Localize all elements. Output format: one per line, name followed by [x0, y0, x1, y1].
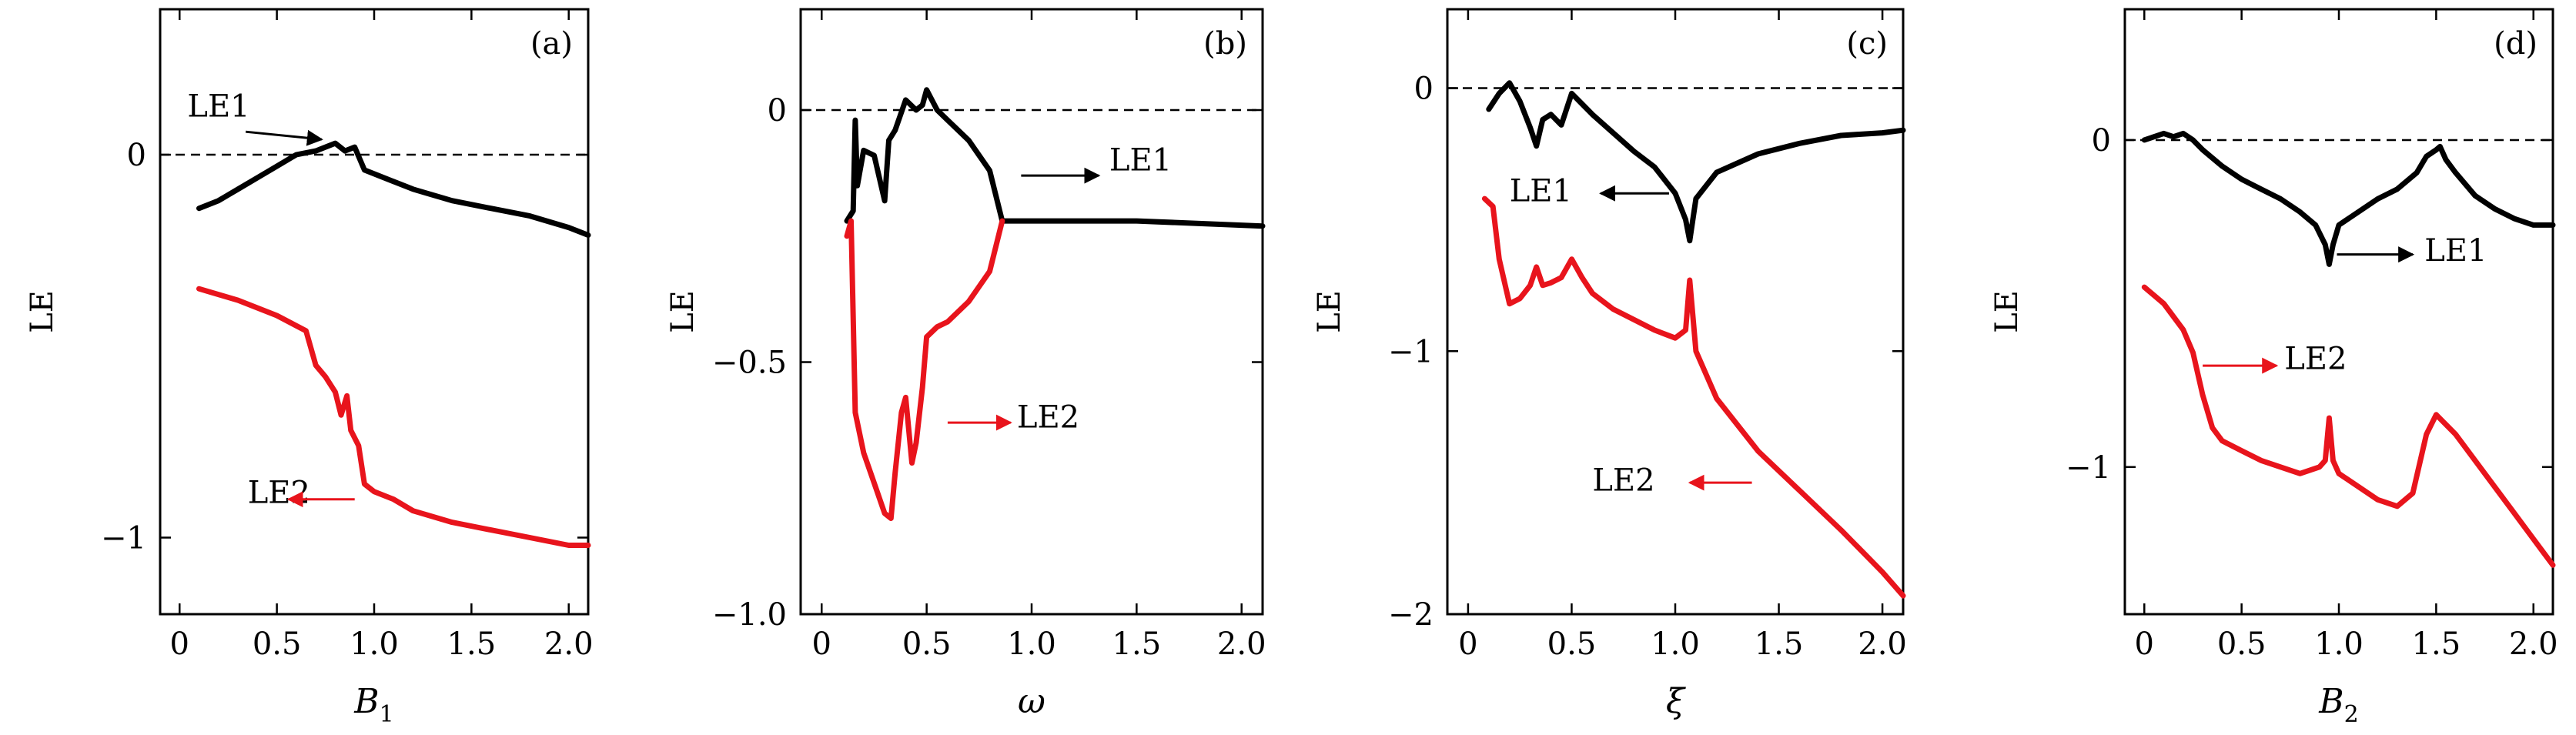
x-tick-label: 0: [170, 626, 189, 662]
y-axis-label: LE: [25, 290, 60, 333]
series-le2-line: [196, 286, 591, 548]
series-le1-line: [2141, 130, 2556, 267]
x-tick-label: 1.5: [1755, 626, 1804, 662]
x-tick-label: 1.0: [1007, 626, 1056, 662]
annotation-le1: LE1: [187, 89, 249, 124]
panel-tag: (d): [2494, 26, 2538, 62]
x-tick-label: 1.5: [2412, 626, 2461, 662]
y-tick-label: −1: [101, 521, 146, 556]
x-axis-label: B1: [353, 682, 393, 728]
x-tick-label: 0.5: [1547, 626, 1597, 662]
x-tick-label: 0.5: [2217, 626, 2267, 662]
annotation-le1: LE1: [1109, 143, 1172, 179]
y-tick-label: −1: [2066, 450, 2111, 486]
annotation-le1: LE1: [1510, 173, 1572, 209]
x-tick-label: 1.0: [2314, 626, 2364, 662]
x-tick-label: 1.5: [447, 626, 497, 662]
series-le1-line: [844, 87, 1266, 229]
plot-frame: [799, 8, 1264, 616]
x-tick-label: 1.0: [350, 626, 399, 662]
annotation-le2: LE2: [248, 476, 310, 511]
y-axis-label: LE: [1989, 290, 2025, 333]
panel-tag: (b): [1203, 26, 1247, 62]
series-le2-line: [844, 218, 1005, 521]
x-tick-label: 1.5: [1112, 626, 1162, 662]
series-le2-line: [2141, 284, 2556, 568]
x-tick-label: 1.0: [1651, 626, 1700, 662]
x-axis-label: ξ: [1666, 682, 1687, 721]
x-axis-label-subscript: 2: [2344, 701, 2359, 728]
y-axis-label: LE: [665, 290, 701, 333]
x-tick-label: 2.0: [544, 626, 594, 662]
annotation-le1: LE1: [2424, 233, 2487, 269]
x-tick-label: 0: [812, 626, 831, 662]
annotation-arrow: [246, 129, 323, 146]
panel-4: 0 0.5 1.0 1.5 2.0 0 −1 B2 LE (d) LE1 LE2: [1989, 8, 2558, 728]
y-axis-label: LE: [1312, 290, 1347, 333]
x-tick-label: 2.0: [1858, 626, 1907, 662]
annotation-le2: LE2: [1592, 463, 1654, 498]
y-tick-label: −0.5: [712, 346, 787, 381]
series-le1-line: [196, 140, 591, 238]
panel-2: 0 0.5 1.0 1.5 2.0 0 −0.5 −1.0 ω LE (b) LE1 LE2: [665, 8, 1266, 721]
panel-tag: (a): [530, 26, 573, 62]
series-le1-line: [1486, 80, 1906, 244]
y-tick-label: 0: [127, 138, 146, 173]
x-axis-label-subscript: 1: [380, 701, 394, 728]
y-tick-label: 0: [768, 93, 787, 129]
y-tick-label: −1.0: [712, 597, 787, 633]
y-tick-label: 0: [2092, 123, 2111, 159]
series-le2-line: [1481, 195, 1906, 599]
x-tick-label: 0: [1458, 626, 1477, 662]
annotation-le2: LE2: [2284, 341, 2347, 376]
x-tick-label: 2.0: [1217, 626, 1266, 662]
y-tick-label: 0: [1414, 72, 1434, 107]
x-tick-label: 2.0: [2509, 626, 2558, 662]
panel-3: 0 0.5 1.0 1.5 2.0 0 −1 −2 ξ LE (c) LE1 LE2: [1312, 8, 1907, 721]
x-tick-label: 0: [2135, 626, 2154, 662]
y-tick-label: −1: [1388, 334, 1434, 369]
panel-tag: (c): [1846, 26, 1888, 62]
x-tick-label: 0.5: [902, 626, 952, 662]
x-axis-label: ω: [1018, 682, 1045, 721]
annotation-le2: LE2: [1017, 400, 1079, 436]
y-tick-label: −2: [1388, 597, 1434, 633]
panel-1: 0 0.5 1.0 1.5 2.0 0 −1 B1 LE (a) LE1 LE2: [25, 8, 594, 728]
plot-frame: [2123, 8, 2554, 616]
x-tick-label: 0.5: [253, 626, 302, 662]
x-axis-label: B2: [2318, 682, 2358, 728]
